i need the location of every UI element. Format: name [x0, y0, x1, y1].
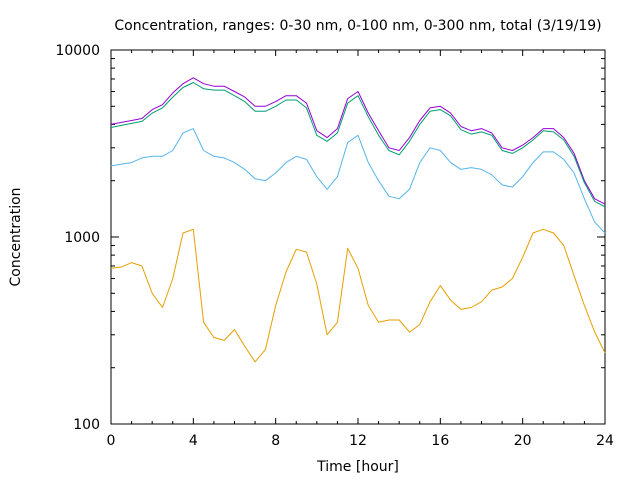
- x-tick-label: 0: [107, 433, 116, 449]
- y-tick-label: 100: [73, 417, 100, 433]
- chart-title: Concentration, ranges: 0-30 nm, 0-100 nm…: [114, 18, 601, 34]
- x-tick-label: 20: [514, 433, 532, 449]
- series-line-1: [110, 77, 606, 205]
- series-line-3: [110, 128, 606, 234]
- y-tick-label: 1000: [64, 230, 100, 246]
- series-layer: [110, 77, 606, 363]
- y-tick-label: 10000: [55, 43, 100, 59]
- x-tick-label: 12: [349, 433, 367, 449]
- x-tick-label: 16: [431, 433, 449, 449]
- series-line-2: [110, 82, 606, 208]
- x-tick-label: 24: [596, 433, 614, 449]
- series-line-4: [110, 228, 606, 363]
- x-tick-label: 8: [271, 433, 280, 449]
- x-tick-label: 4: [189, 433, 198, 449]
- tick-labels: 0 4 8 12 16 20 24 100 1000 10000: [55, 43, 614, 449]
- x-axis-label: Time [hour]: [316, 459, 399, 475]
- y-axis-label: Concentration: [8, 187, 24, 286]
- axis-ticks: [110, 50, 606, 425]
